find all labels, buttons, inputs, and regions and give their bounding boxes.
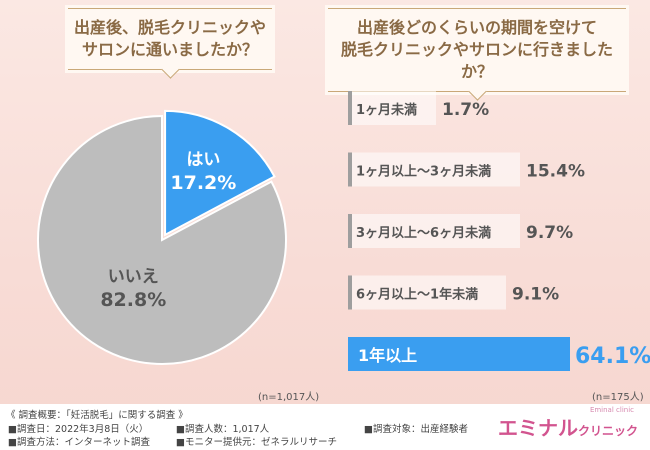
bar-category-label: 3ヶ月以上～6ヶ月未満 — [356, 225, 491, 241]
pie-category-label: いいえ — [108, 267, 159, 287]
bar-accent — [348, 214, 352, 248]
pie-value-label: 82.8% — [100, 289, 166, 311]
bar-value-label: 9.1% — [512, 285, 559, 305]
bar-category-label: 1ヶ月未満 — [356, 102, 417, 118]
survey-footer — [0, 404, 650, 450]
right-chart-title: 出産後どのくらいの期間を空けて 脱毛クリニックやサロンに行きましたか？ — [328, 8, 626, 101]
bar-category-label: 1ヶ月以上～3ヶ月未満 — [356, 164, 491, 180]
brand-subtitle: Eminal clinic — [589, 406, 634, 414]
pie-slice-no — [37, 114, 287, 365]
bar-value-label: 64.1% — [575, 344, 650, 369]
bar-value-label: 9.7% — [526, 223, 573, 243]
footer-date: ■調査日：2022年3月8日（火） — [8, 424, 149, 435]
brand-logo: エミナルクリニック — [498, 412, 638, 441]
bar-label-background — [352, 275, 506, 310]
bar-accent — [348, 91, 352, 125]
bar-accent — [348, 152, 352, 187]
pie-category-label: はい — [186, 150, 220, 170]
brand-suffix: クリニック — [577, 424, 638, 438]
pie-value-label: 17.2% — [170, 172, 236, 194]
left-chart-title: 出産後、脱毛クリニックや サロンに通いましたか？ — [68, 8, 272, 79]
bar-category-label: 6ヶ月以上～1年未満 — [356, 287, 478, 303]
footer-provider: ■モニター提供元：ゼネラルリサーチ — [176, 437, 337, 448]
bar-sample-size: (n=175人) — [592, 392, 644, 403]
right-title-text: 出産後どのくらいの期間を空けて 脱毛クリニックやサロンに行きましたか？ — [340, 18, 613, 81]
bar-value-label: 1.7% — [442, 100, 489, 120]
bar-highlight — [348, 337, 570, 371]
bar-label-background — [352, 152, 520, 187]
bar-category-label: 1年以上 — [358, 346, 417, 365]
footer-method: ■調査方法：インターネット調査 — [8, 437, 150, 448]
bar-accent — [348, 275, 352, 310]
footer-heading: 《 調査概要：「妊活脱毛」に関する調査 》 — [6, 410, 188, 421]
bar-label-background — [352, 214, 520, 248]
pie-sample-size: (n=1,017人) — [258, 392, 320, 403]
left-title-text: 出産後、脱毛クリニックや サロンに通いましたか？ — [73, 18, 266, 59]
footer-target: ■調査対象：出産経験者 — [364, 424, 468, 435]
footer-count: ■調査人数：1,017人 — [176, 424, 270, 435]
brand-name: エミナル — [497, 416, 578, 440]
bar-value-label: 15.4% — [526, 162, 585, 182]
pie-slice-yes — [164, 109, 276, 237]
bar-label-background — [352, 91, 436, 125]
